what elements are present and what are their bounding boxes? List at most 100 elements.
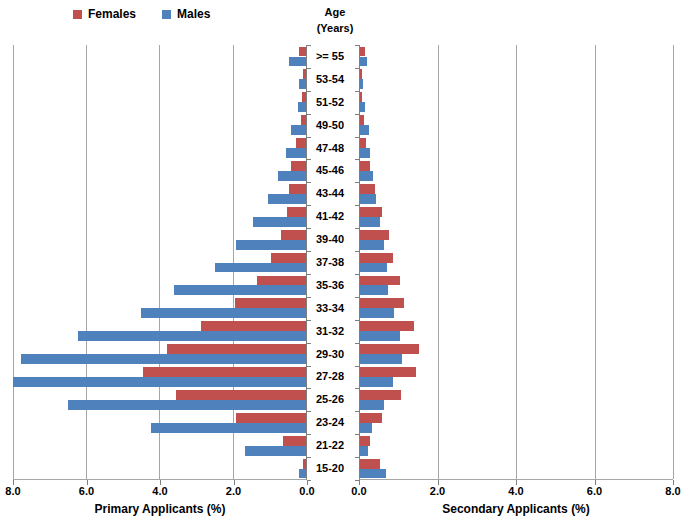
category-label: 41-42 <box>306 205 354 228</box>
category-label: 25-26 <box>306 388 354 411</box>
category-label: 47-48 <box>306 137 354 160</box>
category-label: 31-32 <box>306 320 354 343</box>
x-tick-label: 2.0 <box>430 485 445 497</box>
category-label: 43-44 <box>306 182 354 205</box>
bar-females-29-30 <box>360 344 419 354</box>
category-tick <box>355 114 359 115</box>
category-tick <box>307 159 311 160</box>
bar-females-39-40 <box>281 230 306 240</box>
bar-females-31-32 <box>201 321 306 331</box>
category-tick <box>307 137 311 138</box>
bar-males-23-24 <box>360 423 372 433</box>
category-tick <box>355 411 359 412</box>
category-label: >= 55 <box>306 45 354 68</box>
bar-females-27-28 <box>360 367 416 377</box>
bar-males-21-22 <box>360 446 368 456</box>
legend-item-males: Males <box>162 7 210 21</box>
x-axis-tick <box>160 480 161 485</box>
category-tick <box>355 388 359 389</box>
category-tick <box>355 159 359 160</box>
category-label: 33-34 <box>306 297 354 320</box>
bar-females-21-22 <box>360 436 370 446</box>
category-label: 21-22 <box>306 434 354 457</box>
x-axis-tick <box>359 480 360 485</box>
bar-females->= 55 <box>299 47 306 57</box>
bar-males-45-46 <box>360 171 373 181</box>
gridline <box>438 45 439 479</box>
bar-males-25-26 <box>360 400 384 410</box>
bar-males-37-38 <box>215 263 306 273</box>
gridline <box>673 45 674 479</box>
age-axis-title: Age (Years) <box>293 4 377 36</box>
category-tick <box>355 434 359 435</box>
category-tick <box>355 251 359 252</box>
secondary-applicants-plot <box>359 45 673 480</box>
category-tick <box>355 228 359 229</box>
category-label: 39-40 <box>306 228 354 251</box>
category-label: 27-28 <box>306 365 354 388</box>
x-axis-tick <box>595 480 596 485</box>
females-swatch-icon <box>73 10 82 19</box>
age-category-labels: >= 5553-5451-5249-5047-4845-4643-4441-42… <box>306 45 354 480</box>
category-tick <box>355 182 359 183</box>
bar-females-47-48 <box>360 138 366 148</box>
category-tick <box>307 320 311 321</box>
bar-males-27-28 <box>360 377 393 387</box>
bar-males-49-50 <box>291 125 306 135</box>
age-axis-title-line1: Age <box>293 4 377 20</box>
category-tick <box>355 274 359 275</box>
bar-males-33-34 <box>360 308 394 318</box>
x-tick-label: 4.0 <box>508 485 523 497</box>
x-tick-label: 0.0 <box>351 485 366 497</box>
category-label: 23-24 <box>306 411 354 434</box>
bar-females-23-24 <box>360 413 382 423</box>
bar-males->= 55 <box>289 57 306 67</box>
category-tick <box>307 297 311 298</box>
x-tick-label: 4.0 <box>152 485 167 497</box>
category-tick <box>307 205 311 206</box>
bar-females-43-44 <box>360 184 375 194</box>
bar-females-43-44 <box>289 184 306 194</box>
primary-applicants-plot <box>13 45 307 480</box>
bar-males-15-20 <box>360 469 386 479</box>
bar-females-35-36 <box>257 276 306 286</box>
bar-males-31-32 <box>360 331 400 341</box>
x-axis-tick <box>438 480 439 485</box>
category-tick <box>307 343 311 344</box>
bar-males-37-38 <box>360 263 387 273</box>
x-tick-label: 0.0 <box>299 485 314 497</box>
category-label: 45-46 <box>306 159 354 182</box>
bar-females-53-54 <box>360 69 362 79</box>
bar-males-51-52 <box>360 102 365 112</box>
bar-males-25-26 <box>68 400 307 410</box>
category-label: 29-30 <box>306 343 354 366</box>
bar-females-27-28 <box>143 367 306 377</box>
bar-females-25-26 <box>360 390 401 400</box>
legend-males-label: Males <box>177 7 210 21</box>
males-swatch-icon <box>162 10 171 19</box>
category-tick <box>307 411 311 412</box>
bar-males-45-46 <box>278 171 306 181</box>
x-axis-tick <box>87 480 88 485</box>
bar-males->= 55 <box>360 57 367 67</box>
bar-males-49-50 <box>360 125 369 135</box>
legend-item-females: Females <box>73 7 136 21</box>
category-tick <box>355 457 359 458</box>
x-axis-tick <box>234 480 235 485</box>
x-axis-tick <box>307 480 308 485</box>
age-axis-title-line2: (Years) <box>293 20 377 36</box>
bar-females-33-34 <box>360 298 404 308</box>
bar-females-15-20 <box>360 459 380 469</box>
category-tick <box>307 274 311 275</box>
category-label: 35-36 <box>306 274 354 297</box>
bar-females-29-30 <box>167 344 306 354</box>
bar-females->= 55 <box>360 47 365 57</box>
category-label: 51-52 <box>306 91 354 114</box>
category-tick <box>355 137 359 138</box>
category-tick <box>307 388 311 389</box>
category-tick <box>307 182 311 183</box>
bar-females-41-42 <box>360 207 382 217</box>
x-tick-label: 8.0 <box>5 485 20 497</box>
bar-females-49-50 <box>360 115 364 125</box>
gridline <box>159 45 160 479</box>
